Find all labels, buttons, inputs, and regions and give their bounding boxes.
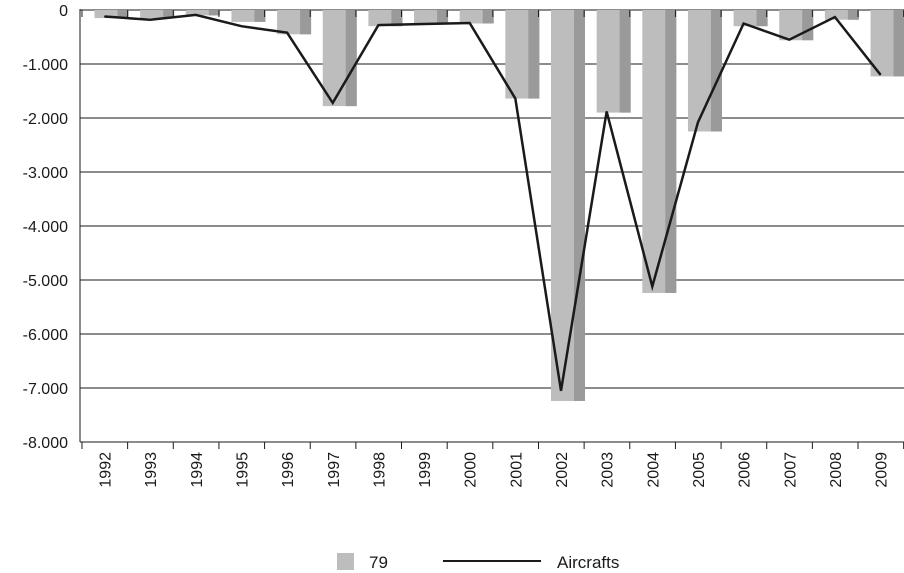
y-tick-label: -6.000 — [23, 327, 68, 344]
bar — [505, 10, 540, 99]
x-tick-label: 2006 — [737, 452, 754, 488]
y-tick-label: -2.000 — [23, 111, 68, 128]
bar — [94, 10, 129, 19]
x-tick-label: 1994 — [189, 452, 206, 488]
bar — [277, 10, 312, 35]
line-point — [880, 74, 882, 76]
x-tick-labels: 1992 1993 1994 1995 1996 1997 1998 1999 2000 2001… — [98, 452, 891, 488]
line-point — [240, 25, 242, 27]
y-tick-label: 0 — [59, 3, 68, 20]
legend: 79 Aircrafts — [337, 553, 619, 572]
legend-line-label: Aircrafts — [557, 553, 619, 572]
bar-shade — [391, 10, 403, 27]
bar-series — [94, 10, 904, 401]
x-tick-label: 1998 — [371, 452, 388, 488]
x-tick-label: 1997 — [326, 452, 343, 488]
bar-shade — [254, 10, 266, 22]
bar-shade — [619, 10, 631, 113]
line-point — [560, 390, 562, 392]
x-tick-label: 2001 — [508, 452, 525, 488]
line-point — [697, 121, 699, 123]
x-tick-label: 2008 — [828, 452, 845, 488]
line-point — [149, 19, 151, 21]
x-tick-label: 2000 — [463, 452, 480, 488]
bar-shade — [574, 10, 585, 401]
line-point — [104, 15, 105, 17]
bar — [870, 10, 904, 77]
x-tick-label: 2004 — [645, 452, 662, 488]
line-point — [377, 24, 379, 26]
line-point — [332, 102, 334, 104]
line-series — [104, 13, 882, 392]
y-tick-label: -8.000 — [23, 435, 68, 452]
line-point — [743, 23, 745, 24]
gridlines — [80, 9, 904, 443]
bar-shade — [893, 10, 904, 77]
bar-face — [140, 10, 175, 19]
x-tick-label: 2007 — [782, 452, 799, 488]
x-tick-label: 1999 — [417, 452, 434, 488]
bar — [687, 10, 722, 132]
line-point — [286, 32, 288, 34]
x-tick-label: 2009 — [874, 452, 891, 488]
x-tick-label: 1996 — [280, 452, 297, 488]
bar — [368, 10, 403, 27]
bar — [824, 10, 859, 20]
line-point — [651, 285, 653, 287]
bar-shade — [802, 10, 814, 41]
line-point — [514, 98, 516, 100]
legend-bar-swatch — [337, 553, 354, 570]
x-tick-label: 1993 — [143, 452, 160, 488]
bar-shade — [710, 10, 722, 132]
bar-shade — [756, 10, 768, 27]
bar-shade — [437, 10, 449, 25]
bar-face — [185, 10, 220, 16]
bar — [733, 10, 768, 27]
x-tick-label: 2003 — [600, 452, 617, 488]
bar — [140, 10, 175, 19]
y-tick-label: -7.000 — [23, 381, 68, 398]
y-tick-label: -3.000 — [23, 165, 68, 182]
legend-bar-label: 79 — [369, 553, 388, 572]
bar — [231, 10, 266, 22]
bar-shade — [345, 10, 357, 107]
y-tick-label: -5.000 — [23, 273, 68, 290]
bar — [185, 10, 220, 16]
line-point — [423, 23, 425, 25]
bar-shade — [665, 10, 677, 293]
bar-shade — [847, 10, 859, 20]
bar-shade — [482, 10, 494, 24]
bar — [596, 10, 631, 113]
y-tick-label: -4.000 — [23, 219, 68, 236]
line-point — [469, 22, 471, 24]
line-aircrafts — [104, 13, 882, 391]
bar-shade — [528, 10, 540, 99]
x-tick-label: 2002 — [554, 452, 571, 488]
x-tick-label: 2005 — [691, 452, 708, 488]
x-tick-label: 1992 — [98, 452, 115, 488]
axes — [79, 9, 904, 449]
line-point — [606, 111, 608, 113]
bar — [414, 10, 449, 25]
x-tick-label: 1995 — [234, 452, 251, 488]
bar-shade — [117, 10, 129, 19]
bar — [551, 10, 585, 401]
bar-face — [94, 10, 129, 19]
line-point — [195, 14, 197, 16]
bar — [642, 10, 677, 293]
y-tick-label: -1.000 — [23, 57, 68, 74]
bar — [459, 10, 494, 24]
y-tick-labels: 0 -1.000 -2.000 -3.000 -4.000 -5.000 -6.000 -7.… — [23, 3, 68, 452]
bar-shade — [163, 10, 175, 19]
bar-shade — [300, 10, 312, 35]
bar-shade — [208, 10, 220, 16]
line-point — [788, 39, 790, 41]
bar-face — [824, 10, 859, 20]
line-point — [834, 16, 836, 18]
bar-face — [231, 10, 266, 22]
